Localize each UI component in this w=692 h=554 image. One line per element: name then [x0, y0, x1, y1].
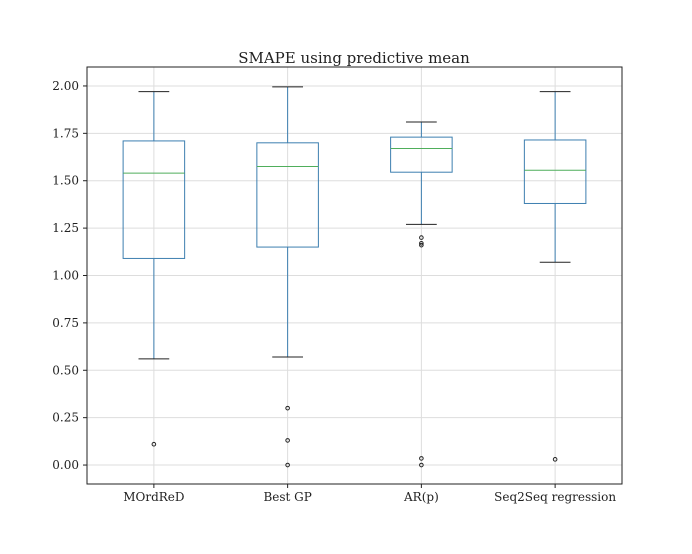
box-group-ar-p-	[390, 121, 453, 468]
x-tick-label: Best GP	[263, 490, 311, 504]
outlier-point	[151, 441, 157, 447]
y-tick-label: 1.25	[52, 221, 79, 235]
x-tick-label: Seq2Seq regression	[494, 490, 616, 504]
axis-layer: 0.00 0.25 0.50 0.75 1.00 1.25 1.50 1.75 2.00 MOrd…	[52, 79, 616, 504]
outlier-point	[419, 462, 424, 468]
box-group-seq2seq-regression	[523, 91, 587, 462]
outlier-point	[419, 235, 424, 240]
y-tick-label: 1.00	[52, 269, 79, 283]
iqr-box	[523, 139, 587, 204]
outlier-point	[419, 240, 424, 246]
chart-title: SMAPE using predictive mean	[238, 49, 470, 67]
iqr-box	[256, 142, 319, 248]
outlier-point	[285, 462, 290, 468]
iqr-box	[390, 136, 453, 173]
box-group-mordred	[122, 91, 186, 447]
iqr-box	[122, 140, 186, 259]
box-layer	[122, 86, 587, 468]
x-tick-label: AR(p)	[403, 490, 439, 504]
outlier-point	[285, 438, 290, 443]
y-tick-label: 2.00	[52, 79, 79, 93]
outlier-point	[419, 242, 424, 248]
outlier-point	[285, 405, 290, 411]
y-tick-label: 1.75	[52, 126, 79, 140]
y-tick-label: 1.50	[52, 174, 79, 188]
x-tick-label: MOrdReD	[123, 490, 184, 504]
outlier-point	[552, 457, 558, 462]
y-tick-label: 0.00	[52, 458, 79, 472]
plot-frame	[86, 66, 623, 485]
grid-lines	[87, 67, 622, 484]
box-group-best-gp	[256, 86, 319, 468]
y-tick-label: 0.50	[52, 363, 79, 377]
y-tick-label: 0.25	[52, 411, 79, 425]
outlier-point	[419, 456, 424, 461]
y-tick-label: 0.75	[52, 316, 79, 330]
